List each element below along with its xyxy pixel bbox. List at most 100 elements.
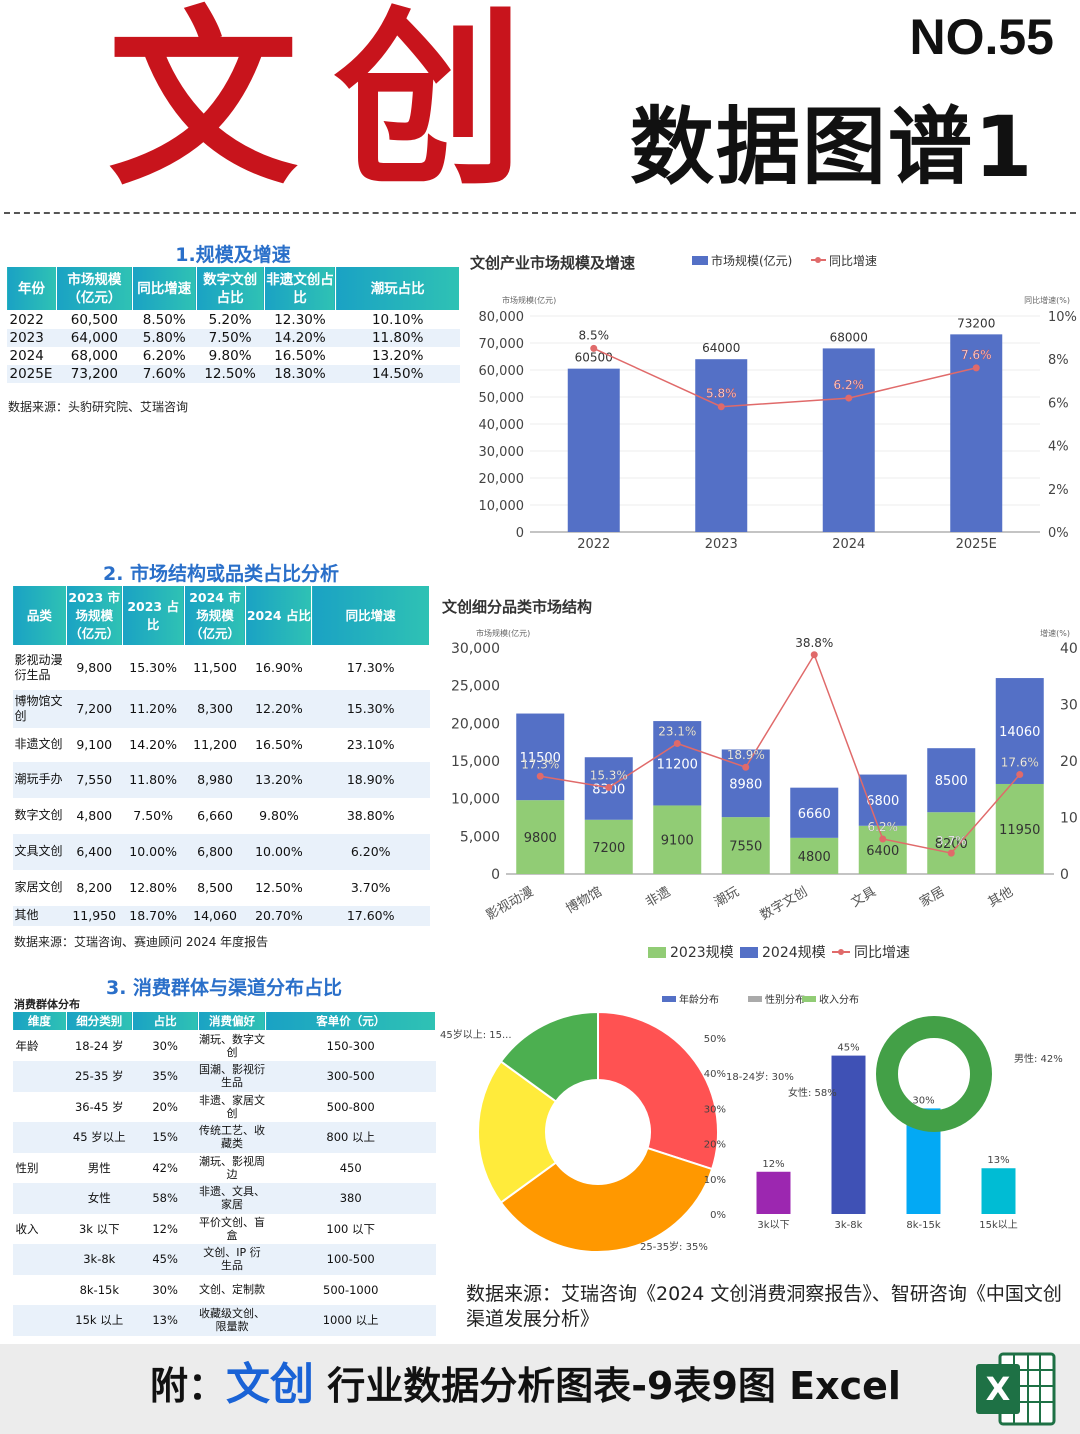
section1-title: 1.规模及增速: [175, 244, 291, 266]
table-row: 数字文创 4,800 7.50% 6,660 9.80% 38.80%: [13, 798, 430, 834]
table-cell: 3.70%: [350, 880, 391, 895]
table-cell: 3k 以下: [78, 1221, 120, 1236]
gender-label: 女性: 58%: [788, 1086, 837, 1099]
bar-2024: [653, 721, 702, 806]
table-row: 2024 68,000 6.20% 9.80% 16.50% 13.20%: [7, 347, 460, 365]
table-row: 文具文创 6,400 10.00% 6,800 10.00% 6.20%: [12, 833, 430, 870]
table-cell: 6,800: [184, 833, 246, 870]
legend-label: 同比增速: [854, 945, 910, 961]
y-tick-label: 0: [491, 867, 500, 883]
bar: [567, 368, 620, 532]
table-cell: 2025E: [6, 364, 57, 383]
y-tick-label: 10,000: [451, 792, 500, 808]
footer-highlight: 文创: [226, 1359, 315, 1410]
line-label: 6.2%: [834, 378, 865, 392]
age-slice: [597, 1010, 719, 1171]
y-tick-label: 10%: [704, 1175, 726, 1186]
growth-line: [540, 653, 1021, 854]
category-structure-chart: 市场规模(亿元) 增速(%) 0 5,000 10,000 15,000 20,000 25,…: [451, 628, 1078, 961]
data-label: 14060: [999, 725, 1040, 740]
table-cell: 10.00%: [122, 833, 185, 870]
table-cell: 6,400: [66, 833, 123, 870]
divider: [4, 212, 1076, 214]
y2-tick-label: 10%: [1048, 310, 1077, 325]
gender-ring: [876, 1016, 992, 1132]
table-cell: 8,300: [184, 689, 246, 728]
growth-line: [593, 347, 977, 408]
data-label: 11500: [520, 751, 561, 766]
table-row: 8k-15k 30% 文创、定制款 500-1000: [13, 1275, 436, 1306]
table-cell: 9,800: [76, 660, 113, 676]
bar-2023: [790, 837, 839, 874]
section3-subtitle: 消费群体分布: [14, 998, 80, 1011]
age-slice: [499, 1010, 599, 1103]
line-point: [717, 403, 725, 411]
table-cell: 7.50%: [196, 328, 265, 347]
y2-tick-label: 40: [1060, 641, 1078, 657]
table-row: 影视动漫衍生品 9,800 15.30% 11,500 16.90% 17.30%: [13, 646, 430, 690]
table-cell: [12, 1122, 67, 1153]
data-label: 60500: [575, 351, 613, 365]
table-row: 15k 以上 13% 收藏级文创、限量款 1000 以上: [12, 1305, 436, 1336]
table-cell: 14.50%: [335, 364, 460, 383]
bar-2023: [858, 825, 907, 874]
table-cell: 8,980: [184, 761, 246, 798]
issue-number: NO.55: [909, 9, 1054, 65]
y-tick-label: 20,000: [451, 716, 500, 732]
table-cell: 文创、IP 衍生品: [198, 1244, 266, 1275]
data-label: 7200: [592, 841, 625, 856]
line-point: [605, 784, 613, 792]
data-label: 30%: [912, 1095, 934, 1106]
table-cell: 传统工艺、收藏类: [198, 1122, 266, 1153]
table-cell: 13%: [132, 1305, 199, 1336]
table-cell: 42%: [152, 1160, 178, 1175]
bar-2024: [721, 749, 770, 818]
excel-icon: X: [976, 1352, 1056, 1426]
table-row: 年龄 18-24 岁 30% 潮玩、数字文创 150-300: [13, 1031, 436, 1062]
line-point: [673, 739, 681, 747]
table-row: 家居文创 8,200 12.80% 8,500 12.50% 3.70%: [13, 870, 430, 906]
legend-marker: [838, 949, 844, 955]
table-cell: [13, 1092, 67, 1123]
table-row: 3k-8k 45% 文创、IP 衍生品 100-500: [12, 1244, 436, 1275]
bar: [950, 334, 1003, 532]
table-row: 45 岁以上 15% 传统工艺、收藏类 800 以上: [12, 1122, 436, 1153]
line-label: 23.1%: [658, 724, 696, 738]
legend-label: 年龄分布: [679, 993, 719, 1006]
line-label: 5.8%: [706, 387, 737, 401]
y2-tick-label: 8%: [1048, 353, 1069, 368]
x-tick-label: 3k以下: [757, 1220, 789, 1231]
y2-tick-label: 4%: [1048, 440, 1069, 455]
y-tick-label: 15,000: [451, 754, 500, 770]
table-cell: 10.10%: [371, 311, 424, 328]
legend-swatch: [662, 996, 676, 1002]
table-cell: 7,550: [66, 761, 123, 798]
x-tick-label: 家居: [917, 884, 948, 911]
y2-axis-title: 增速(%): [1040, 628, 1070, 638]
line-point: [845, 394, 853, 402]
table-cell: 500-800: [326, 1099, 375, 1114]
legend-marker: [815, 257, 821, 263]
y-tick-label: 25,000: [451, 679, 500, 695]
table-cell: 300-500: [265, 1061, 436, 1092]
x-tick-label: 2025E: [956, 537, 997, 552]
table-cell: 4,800: [76, 808, 113, 823]
big-title: 文创: [108, 0, 561, 211]
table-cell: 11.80%: [335, 328, 460, 347]
table-cell: 11,200: [193, 737, 237, 752]
line-point: [742, 763, 750, 771]
table-cell: 7,200: [66, 689, 123, 728]
table-header-cell: 非遗文创占比: [263, 266, 337, 311]
table-cell: 13.20%: [245, 761, 312, 798]
y-tick-label: 5,000: [460, 829, 500, 845]
table-header-cell: 消费偏好: [197, 1011, 267, 1031]
table-cell: 5.80%: [132, 328, 197, 347]
table-header-cell: 年份: [6, 266, 57, 311]
page-subtitle: 数据图谱1: [630, 98, 1035, 196]
table-cell: [12, 1244, 67, 1275]
section2-source: 数据来源：艾瑞咨询、赛迪顾问 2024 年度报告: [14, 935, 269, 949]
excel-icon-letter: X: [986, 1370, 1011, 1408]
y-tick-label: 20%: [704, 1140, 726, 1151]
section3-title: 3. 消费群体与渠道分布占比: [105, 977, 343, 999]
gender-label: 男性: 42%: [1014, 1052, 1063, 1065]
